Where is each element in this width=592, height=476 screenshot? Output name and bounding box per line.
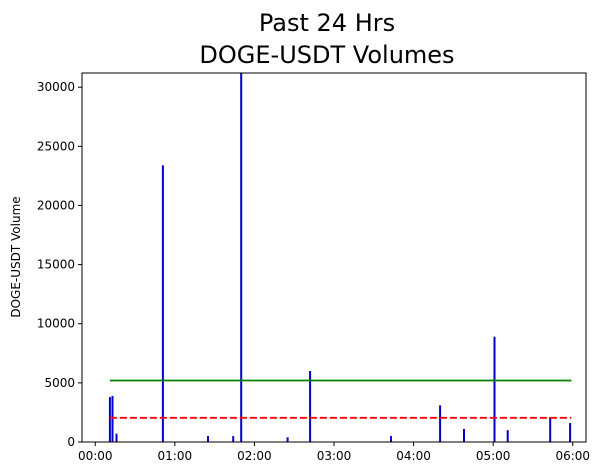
bar-14 xyxy=(549,417,552,442)
x-axis: 00:00 01:00 02:00 03:00 04:00 05:00 06:00 xyxy=(78,442,590,463)
x-tick-label-6: 06:00 xyxy=(555,449,590,463)
bar-series xyxy=(108,73,572,443)
x-tick-label-1: 01:00 xyxy=(158,449,193,463)
bar-0 xyxy=(108,397,111,442)
y-tick-label-5: 25000 xyxy=(37,139,75,153)
bar-2 xyxy=(115,433,118,442)
bar-5 xyxy=(232,436,235,442)
bar-15 xyxy=(569,423,572,442)
bar-1 xyxy=(111,395,114,442)
y-tick-label-6: 30000 xyxy=(37,80,75,94)
bar-12 xyxy=(493,336,496,442)
bar-10 xyxy=(439,405,442,442)
x-tick-label-4: 04:00 xyxy=(396,449,431,463)
bar-4 xyxy=(207,436,209,442)
y-tick-label-2: 10000 xyxy=(37,317,75,331)
bar-11 xyxy=(463,429,465,442)
plot-frame xyxy=(81,72,587,443)
bar-3 xyxy=(161,165,164,443)
x-tick-label-5: 05:00 xyxy=(476,449,511,463)
bar-13 xyxy=(506,430,509,442)
bar-7 xyxy=(286,437,289,442)
y-axis: 0 5000 10000 15000 20000 25000 30000 xyxy=(37,80,82,449)
y-tick-label-0: 0 xyxy=(67,435,75,449)
bar-8 xyxy=(309,371,312,442)
y-tick-label-4: 20000 xyxy=(37,198,75,212)
x-tick-label-3: 03:00 xyxy=(317,449,352,463)
chart-title-line-1: Past 24 Hrs xyxy=(259,9,395,37)
x-tick-label-2: 02:00 xyxy=(237,449,272,463)
reference-lines xyxy=(109,379,572,419)
bar-9 xyxy=(390,436,392,442)
chart-title-line-2: DOGE-USDT Volumes xyxy=(199,41,454,69)
bar-6 xyxy=(240,73,243,442)
y-tick-label-3: 15000 xyxy=(37,258,75,272)
y-tick-label-1: 5000 xyxy=(44,376,75,390)
x-tick-label-0: 00:00 xyxy=(78,449,113,463)
y-axis-label: DOGE-USDT Volume xyxy=(9,196,23,317)
